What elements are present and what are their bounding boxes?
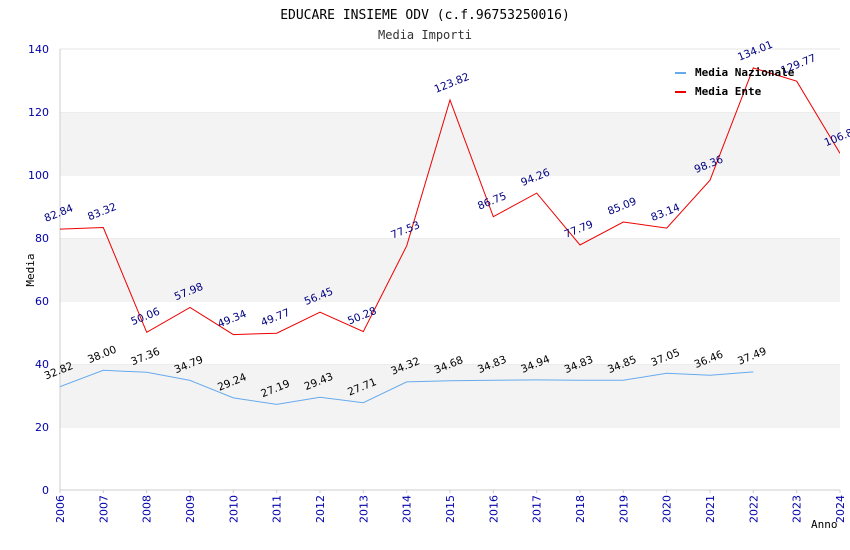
y-ticks: 0 20 40 60 80 100 120 140 [28, 43, 49, 497]
legend: Media Nazionale Media Ente [675, 66, 795, 98]
x-tick-label: 2023 [791, 495, 804, 523]
x-tick-label: 2017 [531, 495, 544, 523]
legend-label: Media Nazionale [695, 66, 795, 79]
x-ticks: 2006 2007 2008 2009 2010 2011 2012 2013 2014 2015… [54, 490, 847, 523]
x-tick-label: 2020 [661, 495, 674, 523]
x-tick-label: 2011 [271, 495, 284, 523]
grid-band [60, 364, 840, 427]
y-tick-label: 20 [35, 421, 49, 434]
x-tick-label: 2018 [574, 495, 587, 523]
x-tick-label: 2016 [487, 495, 500, 523]
grid-bands [60, 48, 840, 490]
x-tick-label: 2008 [141, 495, 154, 523]
x-tick-label: 2022 [747, 495, 760, 523]
grid-band [60, 238, 840, 301]
y-tick-label: 120 [28, 106, 49, 119]
y-tick-label: 0 [42, 484, 49, 497]
y-axis-label: Media [24, 253, 37, 286]
x-tick-label: 2021 [704, 495, 717, 523]
y-tick-label: 80 [35, 232, 49, 245]
legend-label: Media Ente [695, 85, 762, 98]
x-tick-label: 2019 [617, 495, 630, 523]
x-tick-label: 2012 [314, 495, 327, 523]
y-tick-label: 40 [35, 358, 49, 371]
y-tick-label: 60 [35, 295, 49, 308]
grid-band [60, 175, 840, 238]
x-tick-label: 2006 [54, 495, 67, 523]
x-axis-label: Anno [811, 518, 838, 531]
grid-band [60, 427, 840, 490]
x-tick-label: 2014 [401, 495, 414, 523]
x-tick-label: 2015 [444, 495, 457, 523]
y-tick-label: 100 [28, 169, 49, 182]
x-tick-label: 2013 [357, 495, 370, 523]
x-tick-label: 2024 [834, 495, 847, 523]
x-tick-label: 2009 [184, 495, 197, 523]
chart-title: EDUCARE INSIEME ODV (c.f.96753250016) [280, 8, 570, 23]
y-tick-label: 140 [28, 43, 49, 56]
x-tick-label: 2007 [97, 495, 110, 523]
chart-subtitle: Media Importi [378, 28, 472, 42]
series-lines [60, 67, 840, 405]
grid-band [60, 301, 840, 364]
grid-band [60, 112, 840, 175]
series-line-1 [60, 67, 840, 336]
x-tick-label: 2010 [227, 495, 240, 523]
series-line-0 [60, 369, 754, 405]
